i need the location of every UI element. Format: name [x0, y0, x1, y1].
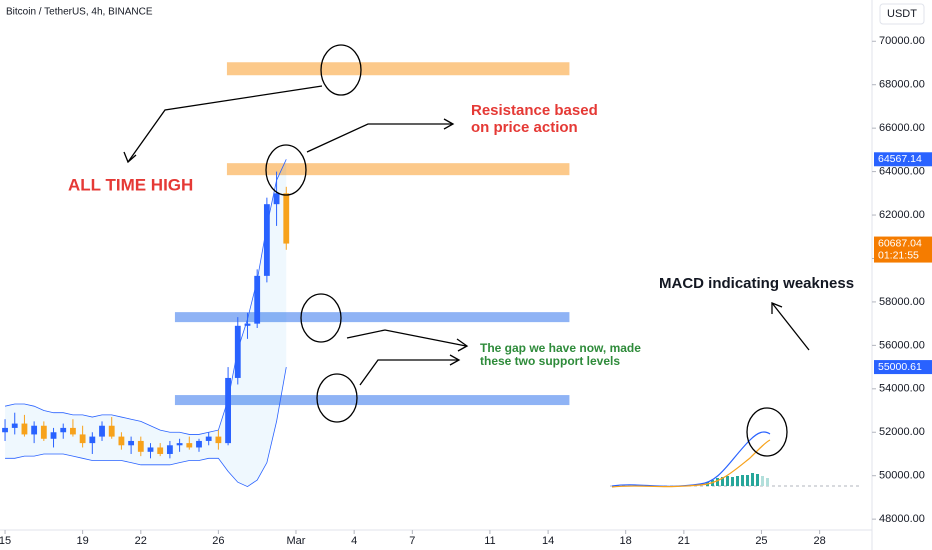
candle-body	[60, 427, 67, 433]
y-tick-label: 62000.00	[879, 209, 925, 221]
price-label: 55000.61	[878, 361, 922, 373]
y-tick-label: 66000.00	[879, 122, 925, 134]
x-tick-label: 4	[351, 535, 357, 547]
macd-histogram	[706, 473, 769, 486]
chart-title: Bitcoin / TetherUS, 4h, BINANCE	[6, 7, 153, 18]
currency: USDT	[887, 8, 917, 20]
bollinger-band	[5, 367, 287, 488]
price-label: 60687.04	[878, 237, 922, 249]
candle-body	[196, 440, 202, 448]
candle-body	[128, 440, 135, 446]
price-label-box	[874, 360, 932, 375]
zone	[174, 395, 570, 406]
candle-body	[118, 436, 125, 446]
candle-body	[225, 377, 231, 444]
y-tick-label: 48000.00	[879, 513, 925, 525]
candle-body	[79, 434, 86, 444]
y-tick-label: 64000.00	[879, 166, 925, 178]
candle-body	[2, 427, 8, 433]
macd-indicator	[610, 431, 860, 488]
candle-body	[40, 425, 47, 439]
candle-body	[234, 325, 241, 378]
zone	[226, 163, 570, 176]
y-tick-label: 56000.00	[879, 339, 925, 351]
candle-body	[263, 204, 270, 276]
annotation-text: these two support levels	[480, 354, 620, 368]
y-tick-label: 50000.00	[879, 470, 925, 482]
y-tick-label: 52000.00	[879, 426, 925, 438]
annotation-shapes	[123, 44, 810, 457]
zone	[174, 312, 570, 323]
signal-line	[611, 439, 771, 488]
candle-body	[244, 323, 251, 326]
candle-body	[273, 193, 280, 205]
price-label: 64567.14	[878, 153, 922, 165]
zone	[226, 62, 570, 76]
plot	[2, 62, 570, 488]
price-label-box	[874, 152, 932, 167]
candle-body	[50, 432, 57, 439]
x-tick-label: 18	[620, 535, 632, 547]
price-label-box	[874, 236, 932, 263]
candle-body	[254, 275, 261, 324]
annotations: Resistance based on price action ALL TIM…	[68, 102, 854, 368]
candle-body	[166, 445, 173, 454]
x-tick-label: 26	[212, 535, 224, 547]
candle-body	[137, 440, 144, 452]
candle-body	[89, 436, 96, 444]
x-tick-label: 21	[678, 535, 690, 547]
annotation-text: MACD indicating weakness	[659, 275, 854, 292]
y-tick-label: 58000.00	[879, 296, 925, 308]
x-tick-label: 7	[409, 535, 415, 547]
y-tick-label: 54000.00	[879, 383, 925, 395]
candle-body	[283, 193, 290, 244]
annotation-text: on price action	[471, 119, 578, 136]
annotation-text: ALL TIME HIGH	[68, 175, 193, 194]
y-tick-label: 70000.00	[879, 35, 925, 47]
candle-body	[157, 447, 164, 454]
x-tick-label: 14	[542, 535, 554, 547]
candle-body	[11, 423, 18, 428]
annotation-text: The gap we have now, made	[480, 341, 641, 355]
candle-body	[205, 436, 212, 441]
candle-body	[186, 443, 193, 448]
candle-body	[215, 436, 222, 444]
countdown: 01:21:55	[878, 249, 919, 261]
macd-line	[611, 431, 771, 487]
currency-box	[879, 3, 925, 25]
candle-body	[70, 427, 76, 435]
y-tick-label: 68000.00	[879, 79, 925, 91]
x-tick-label: 28	[814, 535, 826, 547]
x-tick-label: 19	[76, 535, 88, 547]
candle-body	[99, 425, 105, 437]
candle-body	[147, 447, 154, 452]
candle-body	[21, 423, 28, 435]
candle-body	[176, 443, 183, 446]
x-tick-label: 15	[0, 535, 11, 547]
x-tick-label: Mar	[286, 535, 305, 547]
x-tick-label: 11	[484, 535, 495, 547]
candle-body	[108, 425, 115, 437]
x-tick-label: 22	[135, 535, 147, 547]
x-tick-label: 25	[755, 535, 767, 547]
annotation-text: Resistance based	[471, 102, 598, 119]
candle-body	[31, 425, 38, 435]
band-fill	[5, 159, 287, 487]
